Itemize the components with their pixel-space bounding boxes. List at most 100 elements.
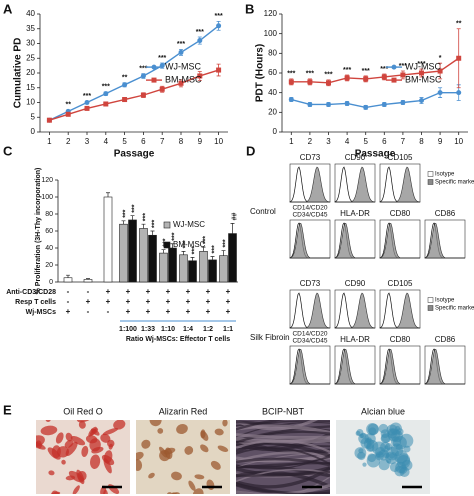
significance: *** (182, 240, 189, 248)
significance: *** (158, 55, 166, 62)
stain (163, 447, 176, 455)
stain (399, 466, 410, 478)
panel-label: C (3, 143, 13, 158)
y-tick-label: 100 (41, 194, 53, 201)
significance: *** (417, 61, 425, 68)
stain (77, 471, 87, 482)
stain (236, 420, 319, 431)
legend-label: Specific marke (435, 306, 474, 312)
legend-swatch (427, 179, 434, 185)
marker-histogram (289, 222, 330, 259)
legend-marker (151, 77, 157, 83)
x-tick-label: 5 (122, 137, 127, 146)
point (419, 98, 424, 104)
stain (362, 462, 367, 467)
condition-mark: + (186, 307, 191, 316)
condition-mark: + (146, 297, 151, 306)
point (307, 79, 313, 85)
legend-label: Specific marke (435, 180, 474, 186)
significance: *** (191, 246, 198, 254)
error-bar (106, 192, 110, 197)
condition-mark: + (206, 287, 211, 296)
y-axis-label: PDT (Hours) (255, 44, 266, 102)
stain (214, 428, 224, 436)
condition-mark: + (166, 307, 171, 316)
point (344, 100, 350, 106)
stain (149, 420, 162, 427)
stain (55, 432, 64, 444)
y-tick-label: 80 (268, 48, 277, 57)
significance: *** (171, 232, 178, 240)
y-tick-label: 120 (264, 9, 278, 18)
stain (200, 444, 209, 453)
x-axis-label: Ratio Wj-MSCs: Effector T cells (126, 336, 230, 343)
stain (64, 439, 74, 448)
y-tick-label: 60 (45, 228, 53, 235)
stain (61, 459, 66, 465)
stain (355, 430, 361, 436)
marker-label: HLA-DR (340, 209, 370, 218)
y-tick-label: 120 (41, 177, 53, 184)
stain (364, 433, 376, 445)
series-line (291, 91, 459, 109)
marker-histogram (380, 166, 421, 203)
error-bar (181, 251, 186, 255)
error-bar (86, 278, 90, 280)
category-label: 1:10 (161, 326, 175, 333)
stain (113, 420, 126, 430)
x-tick-label: 3 (85, 137, 90, 146)
condition-mark: + (186, 297, 191, 306)
error-bar (130, 215, 135, 220)
series-line (49, 25, 220, 121)
point (400, 100, 406, 105)
panel-label: D (246, 143, 255, 158)
y-tick-label: 0 (49, 279, 53, 286)
marker-label: CD86 (435, 209, 456, 218)
point (197, 73, 203, 79)
stain (148, 472, 155, 479)
error-bar (161, 249, 166, 254)
error-bar (170, 243, 175, 248)
stain (136, 459, 143, 471)
x-tick-label: 6 (141, 137, 146, 146)
error-bar (121, 220, 126, 225)
stain-image (36, 420, 130, 494)
stain (70, 435, 86, 446)
stain (176, 424, 188, 435)
marker-label: CD80 (390, 335, 411, 344)
marker-label: CD14/CD20 (292, 205, 327, 212)
marker-histogram (424, 348, 465, 385)
point (140, 73, 146, 79)
y-tick-label: 0 (273, 127, 278, 136)
bar (159, 252, 168, 283)
bar (219, 255, 228, 283)
y-tick-label: 30 (26, 39, 35, 48)
y-tick-label: 10 (26, 98, 35, 107)
marker-histogram (290, 292, 331, 329)
condition-mark: + (126, 287, 131, 296)
condition-label: Resp T cells (15, 299, 56, 306)
condition-mark: + (206, 297, 211, 306)
condition-mark: + (146, 287, 151, 296)
point (84, 100, 90, 105)
x-axis-label: Passage (114, 149, 155, 160)
stain (222, 420, 228, 427)
y-tick-label: 20 (268, 107, 277, 116)
point (419, 70, 424, 76)
legend-label: WJ-MSC (165, 61, 201, 71)
legend-label: BM-MSC (165, 74, 202, 84)
marker-histogram (379, 222, 420, 259)
significance: *** (177, 41, 185, 48)
y-tick-label: 25 (26, 53, 35, 62)
condition-mark: + (226, 307, 231, 316)
marker-histogram (289, 348, 330, 385)
point (363, 104, 369, 110)
x-tick-label: 5 (363, 137, 368, 146)
x-tick-label: 1 (47, 137, 52, 146)
marker-label: CD14/CD20 (292, 331, 327, 338)
significance: *** (139, 65, 147, 72)
bar (63, 277, 73, 283)
stain (188, 480, 196, 491)
stain (366, 423, 379, 436)
point (288, 97, 294, 103)
